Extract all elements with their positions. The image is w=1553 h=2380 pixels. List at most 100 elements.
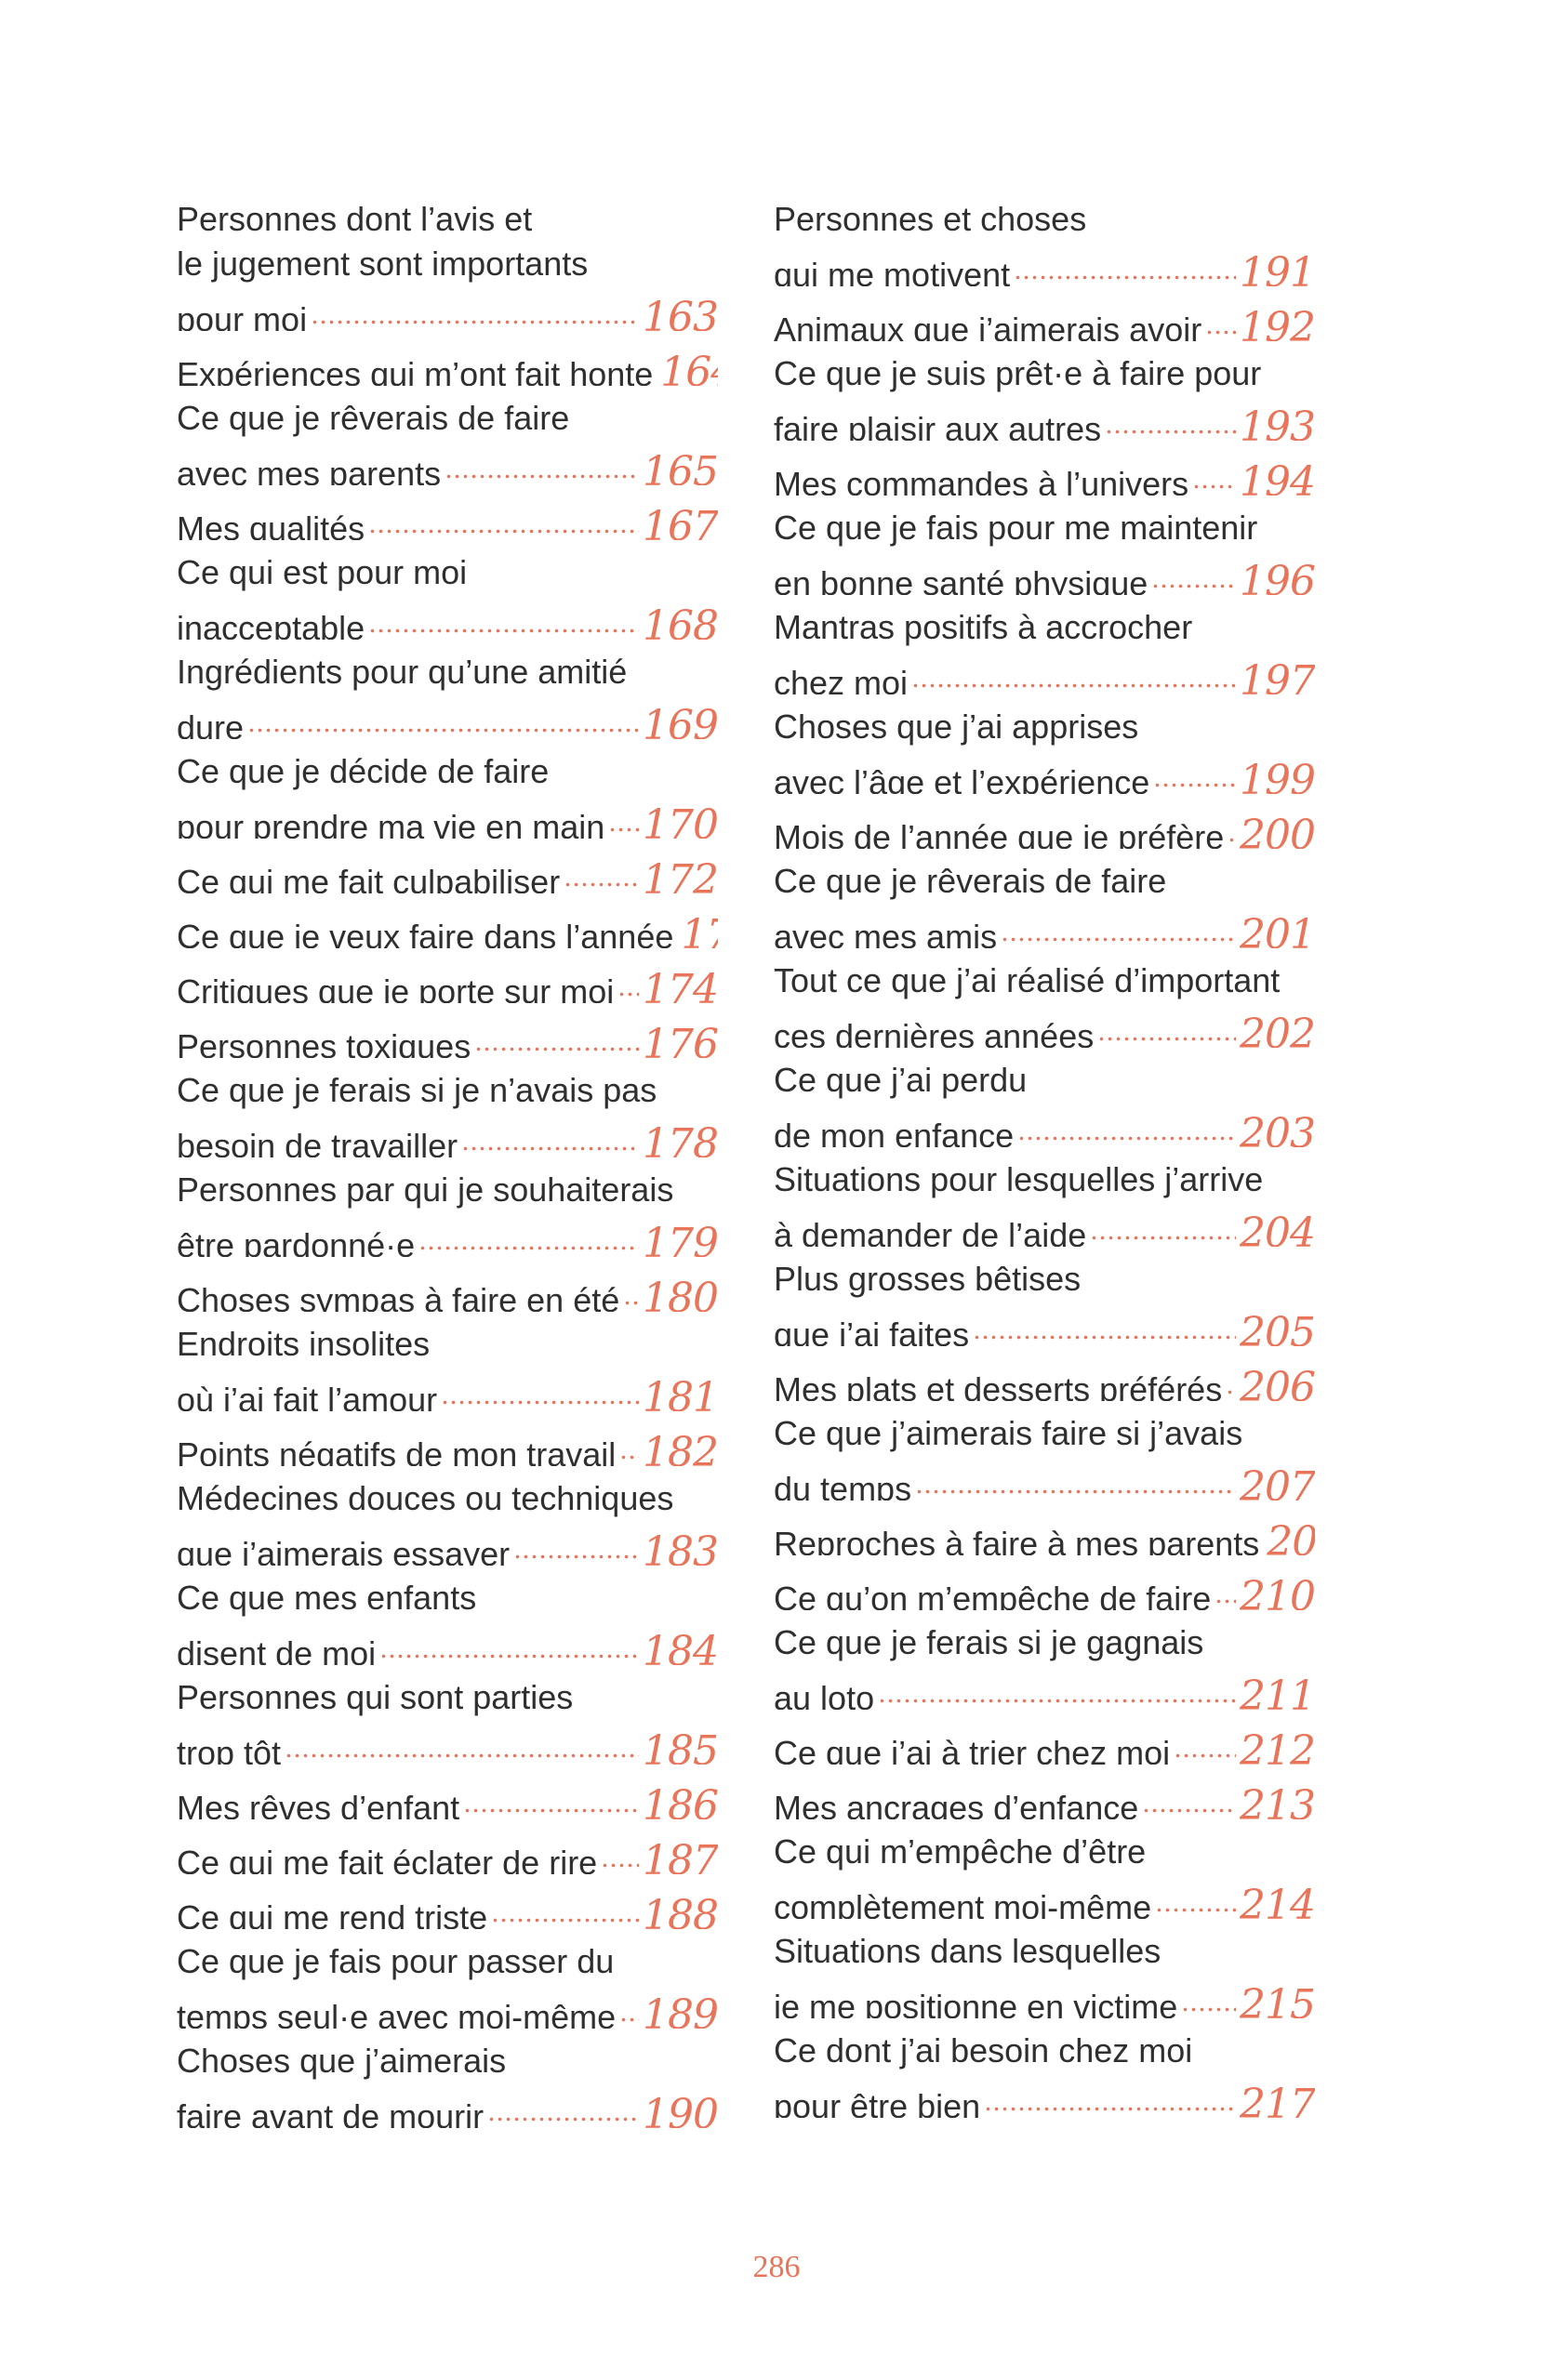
toc-entry-title: Ce qui est pour moi [177, 553, 468, 591]
toc-entry-line: Ingrédients pour qu’une amitié [177, 650, 718, 694]
toc-entry: Personnes et choses qui me motivent 191 [774, 197, 1315, 286]
dot-leader [623, 1267, 640, 1312]
dot-leader [619, 1984, 640, 2029]
dot-leader [441, 1367, 640, 1411]
toc-entry-title: Ce qui me rend triste [177, 1898, 488, 1929]
toc-page-number: 212 [1240, 1727, 1315, 1765]
dot-leader [463, 1775, 640, 1819]
toc-page-number: 208 [1267, 1518, 1315, 1556]
toc-entry: Mes qualités 167 [177, 496, 718, 540]
dot-leader [1105, 396, 1237, 441]
toc-page-number: 170 [643, 801, 718, 840]
toc-entry-line: Ce que je suis prêt·e à faire pour [774, 351, 1315, 396]
toc-entry-title: je me positionne en victime [774, 1988, 1178, 2018]
toc-entry: Personnes dont l’avis et le jugement sont… [177, 197, 718, 331]
toc-entry: Ce que je veux faire dans l’année173 [177, 904, 718, 949]
toc-entry-line: Situations pour lesquelles j’arrive [774, 1157, 1315, 1202]
toc-page-number: 190 [643, 2091, 718, 2129]
toc-entry-title: Ce que je décide de faire [177, 752, 550, 790]
toc-entry: Ce qu’on m’empêche de faire 210 [774, 1566, 1315, 1610]
toc-entry: Ce que j’aimerais faire si j’avais du tem… [774, 1411, 1315, 1501]
toc-page-number: 196 [1240, 558, 1315, 596]
toc-entry-line: complètement moi-même 214 [774, 1874, 1315, 1919]
toc-entry-title: Reproches à faire à mes parents [774, 1525, 1260, 1555]
toc-entry-line: qui me motivent 191 [774, 242, 1315, 286]
toc-page-number: 183 [643, 1528, 718, 1567]
toc-entry-line: que j’aimerais essayer 183 [177, 1521, 718, 1566]
toc-page-number: 201 [1240, 911, 1315, 949]
toc-entry-line: Animaux que j’aimerais avoir 192 [774, 297, 1315, 341]
toc-entry: Mois de l’année que je préfère 200 [774, 804, 1315, 849]
toc-entry-title: besoin de travailler [177, 1127, 458, 1157]
toc-entry-title: Points négatifs de mon travail [177, 1435, 617, 1466]
toc-entry-line: à demander de l’aide 204 [774, 1202, 1315, 1247]
toc-entry-title: Mes qualités [177, 509, 365, 540]
dot-leader [1226, 1356, 1237, 1401]
dot-leader [487, 2083, 640, 2128]
toc-entry-line: Mes commandes à l’univers 194 [774, 451, 1315, 496]
dot-leader [1205, 297, 1237, 341]
toc-entry-title: Ce qui m’empêche d’être [774, 1832, 1147, 1871]
toc-entry-line: Ce qui est pour moi [177, 550, 718, 595]
toc-entry-line: avec mes amis 201 [774, 904, 1315, 948]
toc-entry-line: Choses que j’aimerais [177, 2039, 718, 2083]
toc-entry: Expériences qui m’ont fait honte164 [177, 341, 718, 387]
toc-entry: Mes commandes à l’univers 194 [774, 451, 1315, 496]
toc-entry-line: chez moi 197 [774, 650, 1315, 694]
dot-leader [1097, 1003, 1237, 1048]
toc-page-number: 211 [1240, 1673, 1315, 1711]
toc-page-number: 178 [643, 1120, 718, 1158]
dot-leader [513, 1521, 640, 1566]
toc-entry-line: au loto 211 [774, 1665, 1315, 1710]
toc-entry-title: Ingrédients pour qu’une amitié [177, 653, 628, 691]
toc-page-number: 206 [1240, 1364, 1315, 1402]
toc-page-number: 167 [643, 503, 718, 541]
toc-entry-title: inacceptable [177, 609, 365, 640]
toc-entry: Mes plats et desserts préférés 206 [774, 1356, 1315, 1401]
toc-entry-line: Reproches à faire à mes parents208 [774, 1511, 1315, 1556]
toc-entry-title: en bonne santé physique [774, 564, 1148, 595]
toc-entry-line: Mois de l’année que je préfère 200 [774, 804, 1315, 849]
toc-entry-title: que j’ai faites [774, 1316, 970, 1346]
toc-entry: Critiques que je porte sur moi 174 [177, 959, 718, 1003]
toc-page-number: 192 [1240, 304, 1315, 342]
toc-entry: Personnes par qui je souhaiterais être pa… [177, 1168, 718, 1257]
toc-entry-line: le jugement sont importants [177, 242, 718, 286]
dot-leader [617, 959, 640, 1003]
toc-entry-line: ces dernières années 202 [774, 1003, 1315, 1048]
dot-leader [1001, 904, 1237, 948]
toc-entry: Endroits insolites où j’ai fait l’amour 18… [177, 1322, 718, 1411]
toc-entry-title: disent de moi [177, 1634, 377, 1665]
dot-leader [1228, 804, 1237, 849]
toc-page-number: 163 [643, 294, 718, 332]
dot-leader [1014, 242, 1237, 286]
toc-entry-title: chez moi [774, 664, 909, 694]
toc-entry: Situations pour lesquelles j’arrive à dem… [774, 1157, 1315, 1247]
toc-entry-line: Ce que mes enfants [177, 1576, 718, 1620]
toc-entry-line: Points négatifs de mon travail 182 [177, 1421, 718, 1466]
toc-entry-title: Critiques que je porte sur moi [177, 972, 615, 1003]
toc-entry-line: Ce que j’ai à trier chez moi 212 [774, 1720, 1315, 1765]
toc-entry: Ingrédients pour qu’une amitié dure 169 [177, 650, 718, 739]
toc-entry-line: disent de moi 184 [177, 1620, 718, 1665]
dot-leader [1192, 451, 1237, 496]
toc-entry: Ce que je ferais si je n’avais pas besoin… [177, 1068, 718, 1157]
toc-entry-line: Personnes qui sont parties [177, 1675, 718, 1720]
toc-entry-title: ces dernières années [774, 1017, 1095, 1048]
toc-entry-title: Mantras positifs à accrocher [774, 608, 1193, 646]
toc-entry: Mes rêves d’enfant 186 [177, 1775, 718, 1819]
toc-entry: Personnes toxiques 176 [177, 1013, 718, 1058]
toc-entry-line: que j’ai faites 205 [774, 1302, 1315, 1346]
toc-entry-line: faire plaisir aux autres 193 [774, 396, 1315, 441]
toc-entry-line: Ce qui m’empêche d’être [774, 1830, 1315, 1874]
toc-entry: Reproches à faire à mes parents208 [774, 1511, 1315, 1556]
toc-page-number: 205 [1240, 1309, 1315, 1347]
dot-leader [311, 286, 640, 331]
toc-page-number: 187 [643, 1837, 718, 1875]
toc-page-number: 180 [643, 1275, 718, 1313]
dot-leader [1155, 1874, 1237, 1919]
toc-entry-line: pour être bien 217 [774, 2073, 1315, 2118]
toc-entry-title: Mes ancrages d’enfance [774, 1789, 1139, 1819]
toc-entry: Médecines douces ou techniques que j’aime… [177, 1476, 718, 1566]
toc-entry-title: Ce que je suis prêt·e à faire pour [774, 354, 1262, 392]
